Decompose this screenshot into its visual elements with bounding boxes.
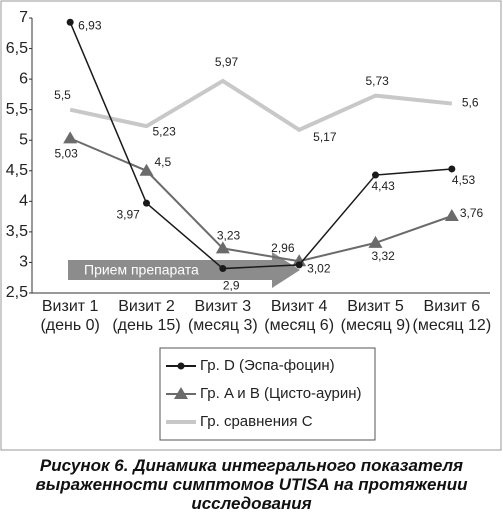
- marker: [292, 254, 307, 267]
- x-tick-label: Визит 5: [347, 298, 404, 315]
- y-tick-label: 4: [19, 193, 28, 210]
- y-tick-label: 5: [19, 131, 28, 148]
- value-label: 5,5: [54, 88, 71, 102]
- value-label: 6,93: [78, 18, 102, 32]
- value-label: 4,43: [372, 179, 396, 193]
- value-label: 5,73: [366, 74, 390, 88]
- value-label: 5,97: [215, 55, 239, 69]
- y-tick-label: 6,5: [6, 40, 28, 57]
- marker: [139, 163, 154, 176]
- legend-label: Гр. A и B (Цисто-аурин): [200, 385, 362, 402]
- value-label: 2,96: [271, 241, 295, 255]
- x-tick-label: (месяц 6): [264, 317, 334, 334]
- y-tick-label: 5,5: [6, 101, 28, 118]
- x-tick-label: (месяц 3): [188, 317, 258, 334]
- value-label: 5,03: [54, 147, 78, 161]
- legend-marker: [174, 387, 188, 399]
- x-tick-label: Визит 4: [271, 298, 328, 315]
- y-tick-label: 4,5: [6, 162, 28, 179]
- x-tick-label: Визит 2: [118, 298, 175, 315]
- arrow: [68, 252, 300, 288]
- value-label: 4,5: [155, 155, 172, 169]
- y-tick-label: 2,5: [6, 284, 28, 301]
- caption: Рисунок 6. Динамика интегрального показа…: [35, 456, 468, 513]
- value-label: 2,9: [223, 279, 240, 293]
- value-label: 3,76: [460, 206, 484, 220]
- x-tick-label: (день 15): [112, 317, 180, 334]
- marker: [215, 241, 230, 254]
- x-tick-label: (день 0): [40, 317, 99, 334]
- value-label: 5,6: [462, 96, 479, 110]
- series-line: [69, 137, 453, 263]
- legend-label: Гр. сравнения С: [200, 413, 313, 430]
- frame: [0, 0, 502, 451]
- value-label: 4,53: [452, 173, 476, 187]
- marker: [219, 265, 227, 273]
- y-tick-label: 3,5: [6, 223, 28, 240]
- marker: [63, 131, 78, 144]
- marker: [295, 261, 303, 269]
- marker: [448, 165, 456, 173]
- marker: [143, 199, 150, 207]
- value-label: 3,02: [307, 261, 331, 275]
- series-line: [69, 78, 453, 133]
- value-label: 5,17: [313, 130, 337, 144]
- legend-marker: [177, 362, 185, 370]
- value-label: 5,23: [153, 124, 177, 138]
- annotation: Прием препарата: [84, 262, 199, 278]
- marker: [66, 18, 74, 26]
- marker: [368, 235, 383, 248]
- value-label: 3,32: [372, 249, 396, 263]
- legend-label: Гр. D (Эспа-фоцин): [200, 357, 335, 374]
- value-label: 3,23: [217, 229, 241, 243]
- x-tick-label: Визит 6: [424, 298, 481, 315]
- x-tick-label: (месяц 9): [341, 317, 411, 334]
- x-tick-label: Визит 3: [195, 298, 252, 315]
- marker: [372, 171, 379, 179]
- y-tick-label: 7: [19, 9, 28, 26]
- x-tick-label: Визит 1: [42, 298, 99, 315]
- y-tick-label: 3: [19, 254, 28, 271]
- series-line: [69, 21, 452, 270]
- x-tick-label: (месяц 12): [413, 317, 492, 334]
- marker: [444, 209, 459, 221]
- value-label: 3,97: [117, 207, 141, 221]
- y-tick-label: 6: [19, 70, 28, 87]
- chart: 2,5 3 3,5 4 4,5 5 5,5 6 6,5 7 Визит 1 (день 0) Визит…: [0, 0, 502, 451]
